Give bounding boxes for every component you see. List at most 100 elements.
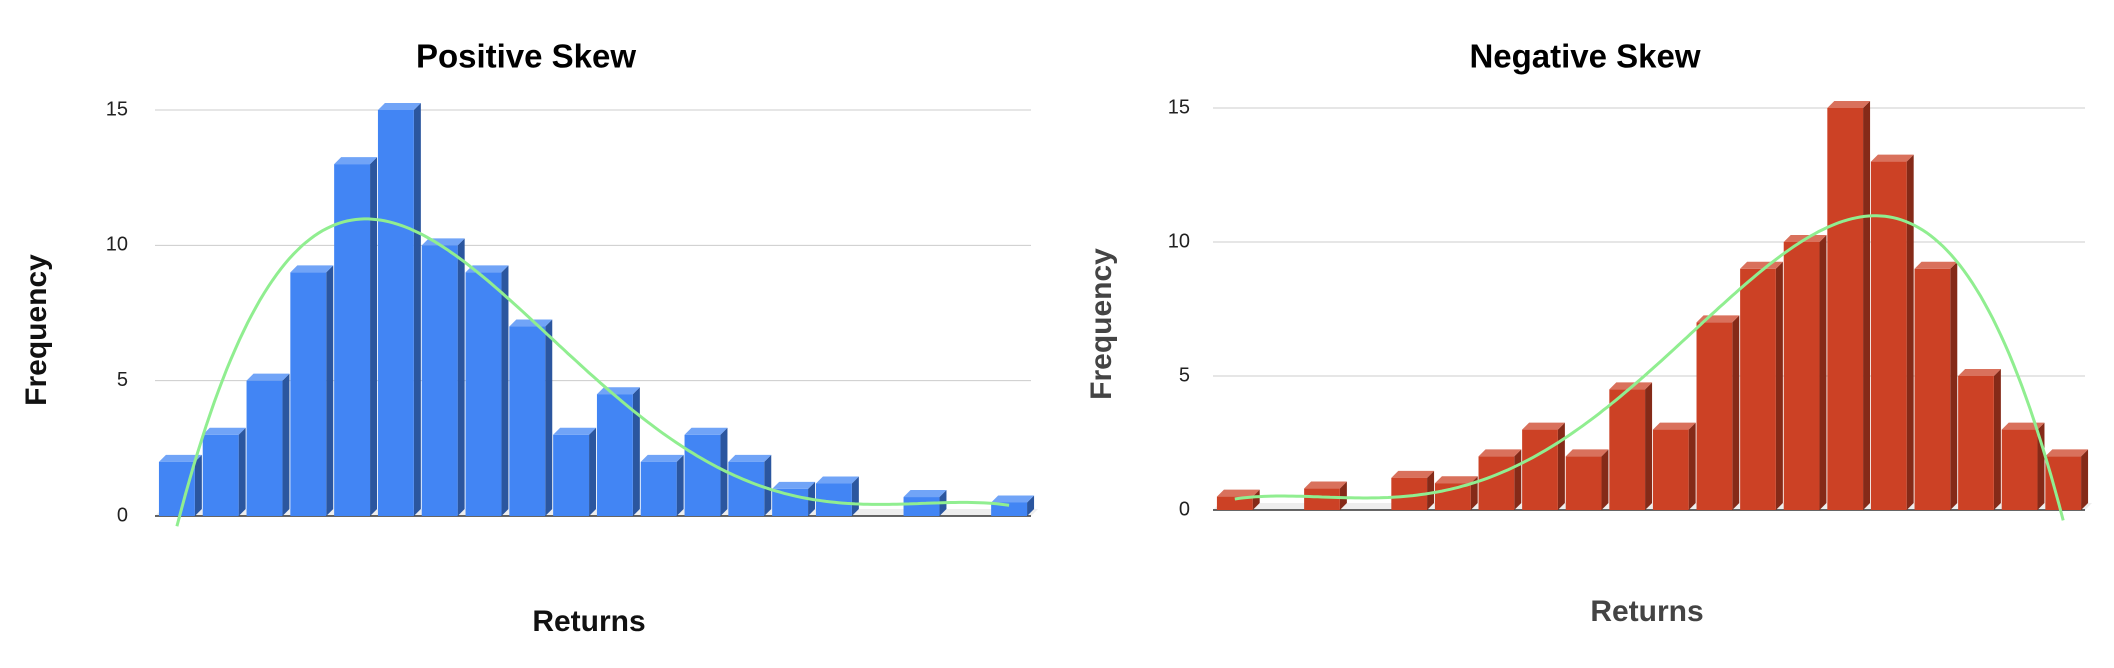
bar-side [2081, 449, 2089, 510]
bar [1652, 429, 1689, 510]
bar [728, 461, 765, 516]
bar-top [290, 265, 334, 273]
bar [465, 272, 502, 516]
bar-side [1688, 422, 1696, 510]
bar-side [326, 265, 334, 516]
bar-top [1652, 422, 1696, 430]
bar-top [815, 476, 859, 484]
bar [1609, 389, 1646, 510]
bar-side [632, 387, 640, 516]
bar-top [158, 454, 202, 462]
bar-side [1863, 101, 1871, 510]
bar [991, 502, 1028, 516]
bar [421, 245, 458, 517]
bar-top [2045, 449, 2089, 457]
y-axis-label: Frequency [1085, 248, 1118, 400]
y-tick-label: 15 [106, 98, 128, 120]
bar-side [501, 265, 509, 516]
bar-top [246, 373, 290, 381]
bar [1478, 456, 1515, 510]
bar-side [1819, 235, 1827, 510]
bar-side [1601, 449, 1609, 510]
bar-top [1914, 261, 1958, 269]
bar-side [413, 103, 421, 516]
bar-side [764, 454, 772, 516]
bar [246, 380, 283, 516]
bar-top [334, 157, 378, 165]
bar [1783, 242, 1820, 510]
bar-side [1732, 315, 1740, 510]
bar [1696, 322, 1733, 510]
bar-top [1565, 449, 1609, 457]
bar [772, 488, 809, 516]
bar-top [1478, 449, 1522, 457]
bar [334, 164, 371, 516]
x-axis-label: Returns [1590, 595, 1703, 628]
bar-top [772, 481, 816, 489]
bar-side [1427, 470, 1435, 510]
bar-top [640, 454, 684, 462]
y-tick-label: 10 [1168, 230, 1190, 252]
bar-side [851, 476, 859, 516]
bar [1216, 496, 1253, 510]
bar-side [1252, 489, 1260, 510]
bar-top [553, 427, 597, 435]
bar-side [370, 157, 378, 516]
bar-side [457, 238, 465, 517]
x-axis-label: Returns [532, 605, 645, 638]
trendline [175, 217, 1010, 527]
bar [158, 461, 195, 516]
bar-top [903, 490, 947, 498]
bar-side [1514, 449, 1522, 510]
bar-side [1993, 369, 2001, 510]
bar [640, 461, 677, 516]
y-tick-label: 5 [1179, 364, 1190, 386]
bar [1304, 488, 1340, 510]
bar [903, 497, 940, 516]
bar-side [194, 454, 202, 516]
bar [377, 110, 414, 516]
bar-side [589, 427, 597, 516]
bar-side [545, 319, 553, 516]
bar-top [1958, 369, 2001, 376]
y-axis-label: Frequency [20, 254, 53, 406]
bar-side [1339, 481, 1347, 510]
chart-title: Positive Skew [416, 38, 636, 75]
bar-top [1740, 261, 1783, 269]
bar-side [1906, 154, 1914, 510]
bar-top [991, 495, 1035, 503]
bar-side [1027, 495, 1035, 516]
bar-side [676, 454, 684, 516]
y-tick-label: 15 [1168, 96, 1190, 118]
y-tick-label: 5 [117, 369, 128, 391]
bar-top [1522, 422, 1565, 430]
bar-top [1216, 489, 1260, 497]
bar-top [1870, 154, 1914, 162]
bar [509, 326, 546, 516]
bar [553, 434, 590, 516]
bar-top [1434, 476, 1478, 484]
bar-top [684, 427, 728, 435]
bar [596, 394, 633, 516]
bar-side [282, 373, 290, 516]
bar [1870, 161, 1907, 510]
y-tick-label: 0 [1179, 498, 1190, 520]
bar [2001, 429, 2038, 510]
bar [1565, 456, 1602, 510]
bar [1958, 376, 1994, 510]
bar-top [1827, 101, 1871, 108]
bar [2045, 456, 2082, 510]
bar-side [1950, 261, 1958, 510]
bar [290, 272, 327, 516]
bar-side [1645, 382, 1653, 510]
bar [1827, 108, 1864, 510]
bar [684, 434, 721, 516]
bar-top [377, 103, 421, 110]
y-tick-label: 0 [117, 504, 128, 526]
bar-side [238, 427, 246, 516]
bar-side [1557, 422, 1565, 510]
bar [1740, 268, 1776, 510]
bar-top [1304, 481, 1347, 489]
bar [1522, 429, 1558, 510]
